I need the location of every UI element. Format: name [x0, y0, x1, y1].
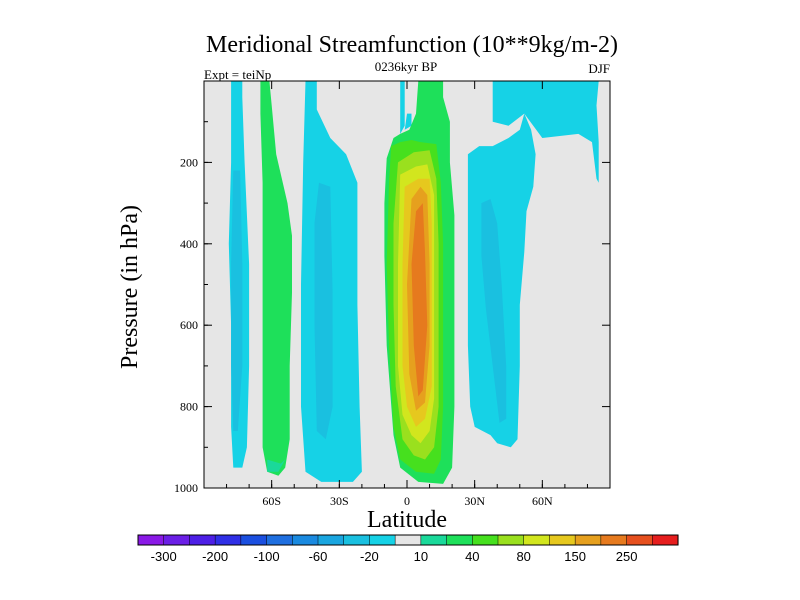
x-tick-label: 0	[404, 494, 410, 508]
northern-ferrel-cell	[467, 113, 536, 448]
southern-ferrel-cell-edge	[267, 459, 286, 472]
colorbar-swatch	[420, 534, 448, 546]
southern-polar-cell-core	[231, 170, 243, 431]
colorbar-label: 80	[516, 549, 530, 564]
y-tick-label: 600	[180, 318, 198, 332]
northern-hadley-cell-l200	[411, 203, 428, 397]
northern-polar-upper	[492, 81, 599, 183]
colorbar-swatch	[317, 534, 345, 546]
colorbar-swatch	[137, 534, 165, 546]
colorbar-swatch	[292, 534, 319, 546]
x-tick-label: 60S	[262, 494, 281, 508]
colorbar-swatch	[266, 534, 293, 546]
x-tick-label: 60N	[532, 494, 553, 508]
y-axis-label: Pressure (in hPa)	[117, 205, 143, 369]
southern-ferrel-cell	[260, 81, 292, 476]
colorbar-swatch	[472, 534, 499, 546]
colorbar-swatch	[652, 534, 679, 546]
x-tick-label: 30N	[464, 494, 485, 508]
colorbar-label: -200	[202, 549, 228, 564]
chart-title: Meridional Streamfunction (10**9kg/m-2)	[206, 32, 618, 58]
x-tick-label: 30S	[330, 494, 349, 508]
time-label: 0236kyr BP	[375, 59, 437, 74]
colorbar-label: -300	[151, 549, 177, 564]
colorbar-swatch	[574, 534, 602, 546]
northern-ferrel-cell-core	[481, 199, 507, 423]
experiment-label: Expt = teiNp	[204, 67, 271, 82]
x-axis: 60S 30S 0 30N 60N	[226, 81, 588, 508]
y-tick-label: 200	[180, 155, 198, 169]
y-axis: 200 400 600 800 1000	[174, 121, 610, 495]
colorbar-label: 10	[414, 549, 428, 564]
y-tick-label: 1000	[174, 481, 198, 495]
colorbar-swatch	[549, 534, 576, 546]
colorbar-swatch	[189, 534, 216, 546]
equatorial-upper-branch	[400, 81, 405, 134]
colorbar-swatch	[240, 534, 268, 546]
colorbar-swatch	[394, 534, 422, 546]
colorbar-swatch	[497, 534, 525, 546]
colorbar-swatch	[523, 534, 550, 546]
colorbar-swatch	[446, 534, 473, 546]
colorbar-swatch	[214, 534, 242, 546]
contour-regions	[228, 81, 599, 484]
colorbar-swatch	[600, 534, 628, 546]
colorbar-label: 250	[616, 549, 638, 564]
colorbar-swatch	[343, 534, 370, 546]
colorbar-label: -100	[254, 549, 280, 564]
colorbar-label: -20	[360, 549, 379, 564]
equatorial-upper-branch-2	[404, 113, 412, 130]
colorbar-swatch	[163, 534, 190, 546]
colorbar-swatch	[369, 534, 396, 546]
colorbar-label: 40	[465, 549, 479, 564]
y-tick-label: 400	[180, 237, 198, 251]
season-label: DJF	[588, 61, 610, 76]
y-tick-label: 800	[180, 400, 198, 414]
colorbar-label: 150	[564, 549, 586, 564]
colorbar-label: -60	[309, 549, 328, 564]
colorbar: -300 -200 -100 -60 -20 10 40 80 150 250	[137, 534, 679, 564]
x-axis-label: Latitude	[367, 507, 447, 533]
colorbar-swatch	[626, 534, 653, 546]
colorbar-frame	[137, 534, 679, 546]
southern-hadley-cell-core	[314, 182, 333, 440]
